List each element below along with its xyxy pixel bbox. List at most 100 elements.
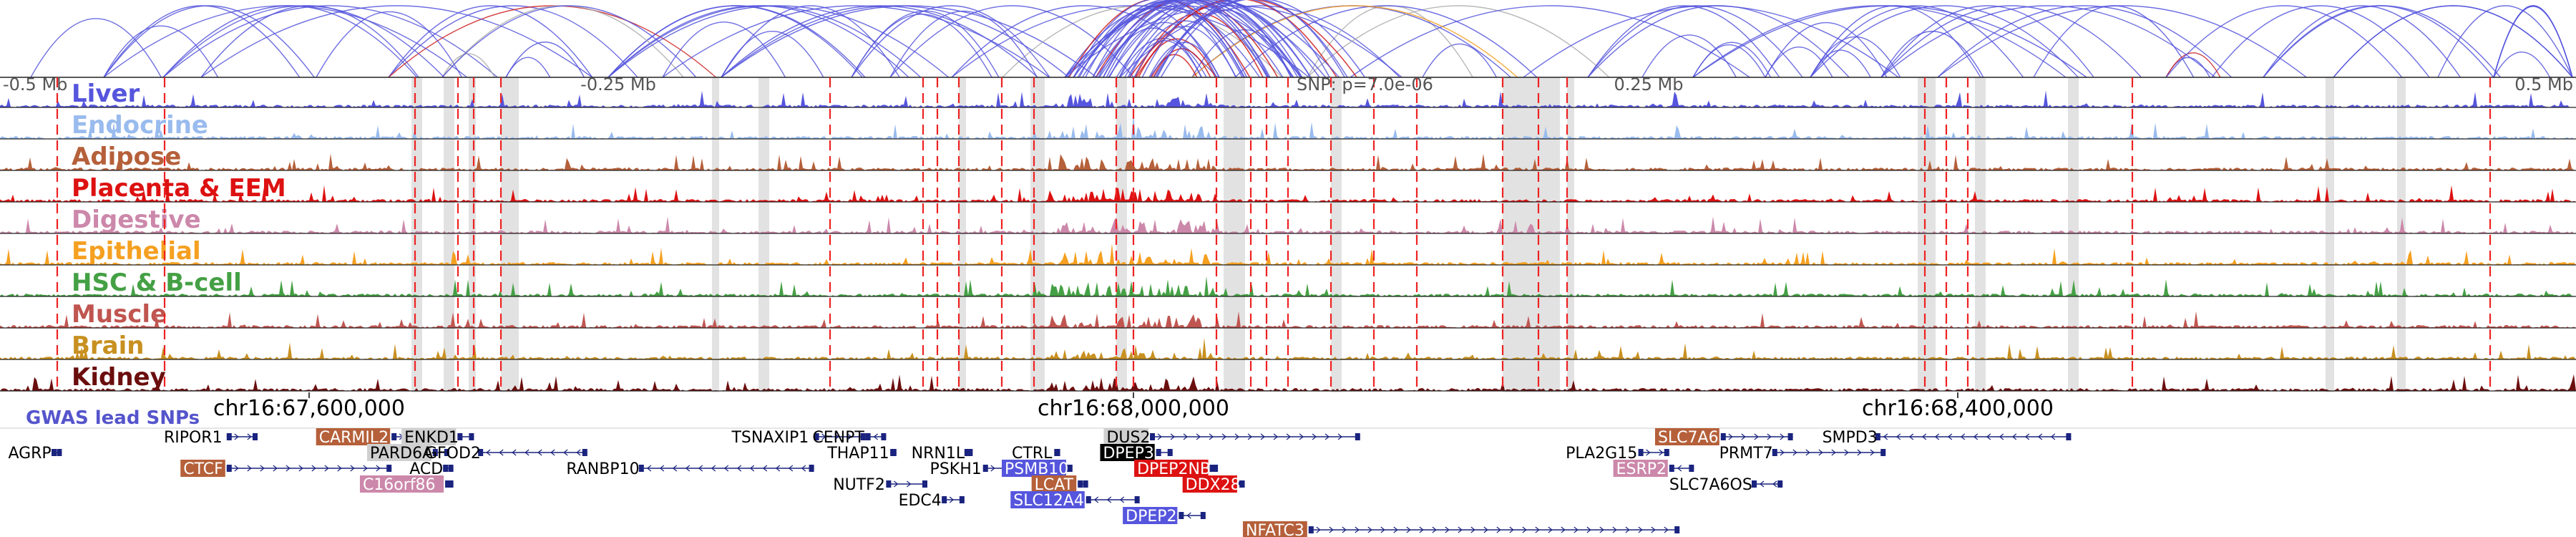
track-label: Adipose	[72, 142, 181, 171]
strand-arrow	[1986, 433, 1991, 440]
strand-arrow	[698, 465, 703, 472]
gene-exon	[922, 480, 927, 488]
strand-arrow	[1483, 526, 1488, 533]
offset-axis: -0.5 Mb -0.25 Mb 0.25 Mb 0.5 Mb	[3, 74, 2573, 95]
gene-exon	[444, 449, 449, 456]
gene-exon	[982, 465, 988, 472]
strand-arrow	[1432, 526, 1437, 533]
gene-exon	[1308, 526, 1314, 533]
gene-enkd1: ENKD1	[401, 428, 474, 447]
strand-arrow	[247, 465, 252, 472]
track-label: HSC & B-cell	[72, 268, 242, 297]
offset-tick-label: 0.5 Mb	[2514, 74, 2573, 95]
gwas-lead-snps-label: GWAS lead SNPs	[26, 407, 200, 429]
gene-exon	[1355, 433, 1360, 440]
gene-highlight	[1182, 475, 1237, 493]
strand-arrow	[1119, 496, 1125, 503]
strand-arrow	[563, 449, 568, 456]
gene-dpep2nb: DPEP2NB	[1134, 460, 1219, 478]
gene-label: CARMIL2	[319, 429, 389, 447]
gene-lcat: LCAT	[1031, 475, 1088, 494]
track-label: Digestive	[72, 205, 201, 234]
strand-arrow	[711, 465, 716, 472]
strand-arrow	[1342, 526, 1347, 533]
strand-arrow	[1780, 433, 1785, 440]
strand-arrow	[990, 465, 995, 472]
gene-psmb10: PSMB10	[1002, 460, 1073, 478]
offset-tick-label: -0.5 Mb	[3, 74, 67, 95]
gene-exon	[1167, 449, 1173, 456]
gene-dpep3: DPEP3	[1100, 444, 1173, 463]
gene-exon	[52, 449, 57, 456]
strand-arrow	[1496, 526, 1501, 533]
gene-label: C16orf86	[363, 476, 436, 494]
gene-exon	[226, 433, 232, 440]
strand-arrow	[537, 449, 542, 456]
strand-arrow	[1380, 526, 1385, 533]
strand-arrow	[273, 465, 278, 472]
gene-slc12a4: SLC12A4	[1010, 491, 1140, 510]
gene-label: NUTF2	[833, 476, 885, 494]
strand-arrow	[788, 465, 794, 472]
strand-arrow	[576, 449, 581, 456]
gene-exon	[1720, 433, 1726, 440]
gene-exon	[1787, 433, 1793, 440]
snp-marker-lines	[56, 77, 2492, 392]
strand-arrow	[1535, 526, 1540, 533]
gene-highlight	[1002, 460, 1066, 477]
strand-arrow	[363, 465, 368, 472]
gene-ctrl: CTRL	[1012, 445, 1060, 463]
gene-pla2g15: PLA2G15	[1566, 445, 1669, 463]
gene-exon	[891, 449, 897, 456]
gene-label: PRMT7	[1719, 445, 1773, 463]
genomic-coordinate-axis: chr16:67,600,000 chr16:68,000,000 chr16:68…	[213, 392, 2054, 421]
strand-arrow	[1522, 526, 1527, 533]
strand-arrow	[1170, 433, 1176, 440]
strand-arrow	[1857, 449, 1862, 456]
gene-exon	[478, 449, 484, 456]
gene-exon	[386, 465, 392, 472]
strand-arrow	[1659, 449, 1664, 456]
gene-exon	[1179, 512, 1184, 519]
strand-arrow	[1831, 449, 1836, 456]
strand-arrow	[1646, 449, 1651, 456]
gene-exon	[1209, 465, 1215, 472]
strand-arrow	[762, 465, 768, 472]
gene-exon	[469, 433, 474, 440]
gene-exon	[1078, 480, 1083, 488]
gene-highlight	[1123, 507, 1178, 524]
track-placenta-eem: Placenta & EEM	[0, 174, 2576, 203]
strand-arrow	[1183, 433, 1189, 440]
track-label: Muscle	[72, 300, 167, 329]
strand-arrow	[2011, 433, 2017, 440]
strand-arrow	[512, 449, 517, 456]
gene-highlight	[180, 460, 225, 477]
track-label: Liver	[72, 79, 140, 108]
gene-exon	[1085, 496, 1091, 503]
gene-highlight	[366, 444, 431, 461]
gene-exon	[226, 465, 232, 472]
gene-ranbp10: RANBP10	[566, 460, 814, 478]
gene-label: CENPT	[812, 429, 864, 447]
gene-highlight	[401, 428, 457, 445]
gene-exon	[1674, 526, 1680, 533]
strand-arrow	[685, 465, 691, 472]
gene-exon	[457, 433, 463, 440]
strand-arrow	[1883, 433, 1888, 440]
gene-dus2: DUS2	[1103, 428, 1360, 447]
strand-arrow	[1844, 449, 1849, 456]
strand-arrow	[894, 480, 899, 488]
coord-tick-label: chr16:67,600,000	[213, 396, 405, 421]
strand-arrow	[1286, 433, 1292, 440]
gene-highlight	[1100, 444, 1155, 461]
gene-highlight	[359, 475, 444, 493]
gene-highlight	[1613, 460, 1668, 477]
strand-arrow	[1818, 449, 1823, 456]
strand-arrow	[646, 465, 652, 472]
gene-ddx28: DDX28	[1182, 475, 1245, 494]
gene-edc4: EDC4	[899, 492, 965, 510]
strand-arrow	[672, 465, 678, 472]
highlighted-regions	[411, 77, 2406, 392]
gene-label: ESRP2	[1616, 460, 1667, 478]
